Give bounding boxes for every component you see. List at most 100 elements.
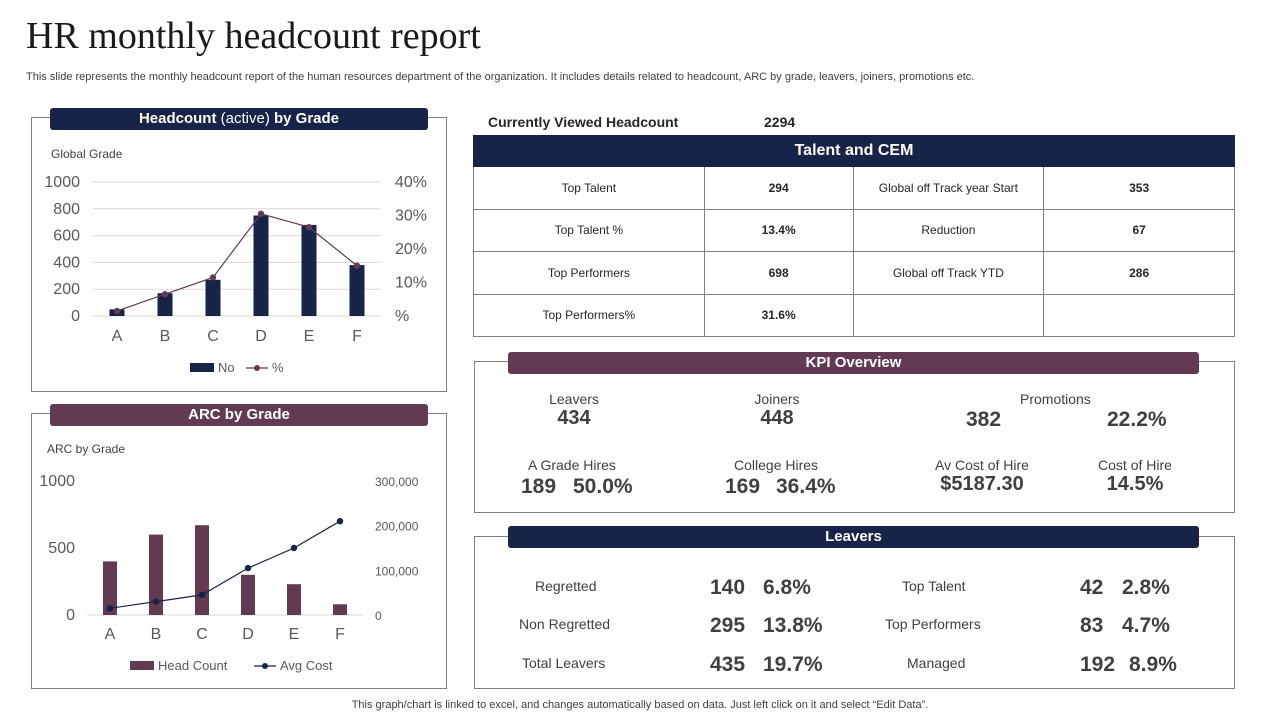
kpi-college-label: College Hires	[734, 457, 819, 473]
x-tick-label: C	[207, 328, 219, 345]
currently-viewed-value: 2294	[764, 114, 796, 130]
kpi-panel	[474, 361, 1235, 513]
table-cell: 353	[1043, 166, 1235, 210]
headcount-panel-title: Headcount (active) by Grade	[50, 108, 428, 130]
line-point	[305, 224, 313, 231]
leavers-managed-label: Managed	[907, 655, 966, 671]
kpi-a-grade-value: 189	[521, 475, 557, 498]
kpi-av-cost: Av Cost of Hire $5187.30	[902, 457, 1062, 496]
arc-panel-title: ARC by Grade	[50, 404, 428, 426]
leavers-top-talent-count: 42	[1080, 576, 1104, 599]
x-tick-label: E	[289, 626, 300, 643]
line-point	[113, 307, 121, 315]
y-tick-label: 0	[71, 308, 80, 325]
kpi-joiners: Joiners 448	[707, 391, 847, 430]
kpi-college-pct: 36.4%	[776, 475, 836, 498]
leavers-non-regretted-count: 295	[710, 614, 746, 637]
legend-swatch-bar	[130, 661, 154, 670]
headcount-chart[interactable]: Global Grade 0 200 400 600 800 1000% 10% 20% 30% 4…	[31, 135, 447, 390]
bar	[253, 215, 269, 316]
legend-label: Head Count	[158, 658, 228, 673]
leavers-managed-count: 192	[1080, 653, 1116, 676]
page-title: HR monthly headcount report	[26, 15, 481, 57]
table-cell: 67	[1043, 208, 1235, 252]
leavers-total-pct: 19.7%	[763, 653, 823, 676]
bar	[349, 265, 365, 316]
leavers-panel	[474, 536, 1235, 689]
table-cell: 294	[703, 166, 854, 210]
bar	[333, 604, 347, 615]
series-line	[109, 520, 341, 609]
headcount-title-rest: by Grade	[274, 110, 340, 127]
leavers-managed-pct: 8.9%	[1129, 653, 1177, 676]
bar	[287, 584, 301, 615]
kpi-value: 434	[557, 407, 591, 429]
kpi-value: 14.5%	[1106, 473, 1164, 495]
y-tick-label: 600	[53, 228, 80, 245]
table-cell: 13.4%	[703, 208, 854, 252]
x-tick-label: F	[335, 626, 345, 643]
x-tick-label: D	[242, 626, 254, 643]
kpi-value: 448	[760, 407, 794, 429]
chart-title: ARC by Grade	[47, 442, 125, 456]
y-tick-label: 500	[48, 540, 75, 557]
kpi-promotions-pct: 22.2%	[1107, 408, 1167, 431]
kpi-a-grade-label: A Grade Hires	[528, 457, 616, 473]
x-tick-label: F	[352, 328, 362, 345]
y2-tick-label: 10%	[395, 275, 427, 292]
line-point	[152, 598, 160, 605]
table-row: Top Talent 294 Global off Track year Sta…	[473, 166, 1235, 210]
table-cell: Top Talent	[473, 166, 705, 210]
leavers-regretted-label: Regretted	[535, 578, 597, 594]
table-cell: Reduction	[852, 208, 1045, 252]
kpi-cost-of-hire: Cost of Hire 14.5%	[1065, 457, 1205, 496]
x-tick-label: E	[304, 328, 315, 345]
line-point	[198, 591, 206, 599]
y-tick-label: 200	[53, 281, 80, 298]
legend-swatch-marker	[254, 365, 260, 371]
bar	[301, 224, 317, 316]
table-cell: Top Talent %	[473, 208, 705, 252]
arc-chart[interactable]: ARC by Grade 0 500 1000 0 100,000 200,000 300,0…	[31, 431, 447, 687]
table-cell: Top Performers	[473, 251, 705, 295]
leavers-non-regretted-pct: 13.8%	[763, 614, 823, 637]
y2-tick-label: 20%	[395, 241, 427, 258]
bar	[241, 574, 255, 615]
leavers-top-performers-count: 83	[1080, 614, 1104, 637]
table-row: Top Performers 698 Global off Track YTD …	[473, 251, 1235, 295]
line-point	[257, 210, 265, 218]
y-tick-label: 0	[66, 607, 75, 624]
leavers-top-talent-pct: 2.8%	[1122, 576, 1170, 599]
line-point	[106, 605, 114, 612]
y2-tick-label: 0	[375, 609, 382, 623]
page-footer: This graph/chart is linked to excel, and…	[351, 699, 929, 711]
y-tick-label: 1000	[39, 473, 75, 490]
series-line	[116, 213, 358, 312]
line-point	[290, 544, 298, 552]
kpi-value: $5187.30	[940, 473, 1024, 495]
x-tick-label: B	[151, 626, 162, 643]
y2-tick-label: 40%	[395, 174, 427, 191]
page-subtitle: This slide represents the monthly headco…	[26, 71, 975, 83]
chart-title: Global Grade	[51, 147, 123, 161]
line-point	[244, 564, 252, 572]
table-cell: Global off Track YTD	[852, 251, 1045, 295]
line-point	[209, 274, 217, 281]
currently-viewed-label: Currently Viewed Headcount	[488, 114, 679, 130]
y2-tick-label: 100,000	[375, 564, 419, 578]
kpi-leavers: Leavers 434	[504, 391, 644, 430]
kpi-label: Cost of Hire	[1098, 457, 1172, 473]
table-cell: 698	[703, 251, 854, 295]
table-cell	[852, 293, 1045, 337]
talent-table: Talent and CEM Top Talent 294 Global off…	[473, 135, 1235, 337]
x-tick-label: C	[196, 626, 208, 643]
kpi-promotions-label: Promotions	[1020, 391, 1091, 407]
leavers-non-regretted-label: Non Regretted	[519, 616, 611, 632]
bar	[205, 279, 221, 316]
leavers-regretted-count: 140	[710, 576, 746, 599]
line-point	[353, 262, 361, 269]
bar	[103, 561, 117, 615]
table-cell: Top Performers%	[473, 293, 705, 337]
y-tick-label: 800	[53, 201, 80, 218]
table-cell: 286	[1043, 251, 1235, 295]
